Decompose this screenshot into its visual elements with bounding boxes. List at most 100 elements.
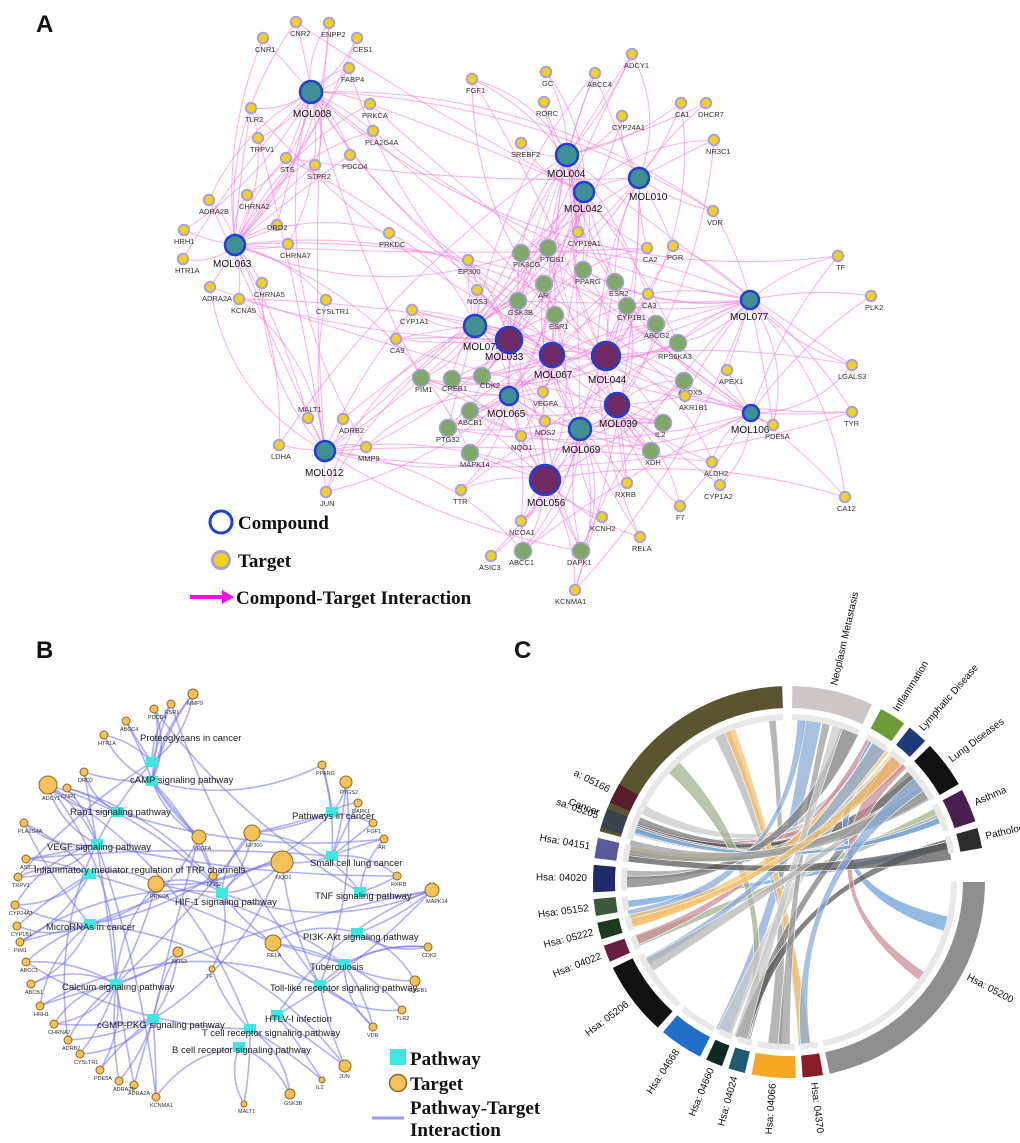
target-node-b [187, 688, 199, 700]
target-node [766, 418, 780, 432]
pathway-target-edge [19, 923, 91, 943]
interaction-edge [474, 53, 633, 327]
interaction-edge [749, 299, 774, 426]
compound-label: MOL039 [599, 419, 638, 430]
target-node [289, 15, 303, 29]
inner-ring [905, 765, 935, 801]
target-label: ALDH2 [704, 469, 728, 478]
target-label: AR [538, 291, 549, 300]
target-node-b [129, 1080, 139, 1090]
compound-label: MOL033 [485, 352, 524, 363]
target-node [411, 368, 431, 388]
target-label: NR3C1 [706, 147, 731, 156]
interaction-edge [420, 377, 546, 481]
target-label: KCNMA1 [555, 597, 586, 606]
target-node [470, 283, 484, 297]
target-node [536, 385, 550, 399]
disease-arc [870, 708, 905, 742]
pathway-target-edge [155, 1046, 240, 1098]
target-node [538, 414, 552, 428]
target-label: S1PR2 [307, 172, 331, 181]
pathway-target-edge [319, 781, 350, 986]
legend-compound-label: Compound [238, 513, 329, 534]
target-node-b [166, 699, 176, 709]
interaction-edge [544, 468, 846, 498]
target-node-b [284, 1088, 296, 1100]
pathway-node [354, 887, 366, 897]
legend-arrow-icon [222, 590, 234, 604]
pathway-target-edge [14, 873, 91, 906]
interaction-edge [234, 244, 327, 301]
target-label: CHRNA7 [280, 251, 311, 260]
compound-label: MOL074 [463, 342, 502, 353]
chord-label: Hsa: 04660 [687, 1066, 717, 1118]
pathway-target-edge [276, 1014, 323, 1081]
interaction-edge [471, 78, 607, 357]
compound-node [494, 325, 524, 355]
target-node-b [208, 965, 216, 973]
target-node [342, 61, 356, 75]
interaction-edge [647, 290, 751, 301]
inner-ring [791, 714, 860, 736]
pathway-node [146, 757, 158, 767]
target-node [460, 443, 480, 463]
chord-label: Hsa: 04668 [645, 1047, 683, 1096]
target-label-b: NOS3 [172, 959, 187, 965]
interaction-edge [285, 157, 618, 406]
interaction-edge [566, 154, 774, 426]
target-label: ESR2 [609, 289, 629, 298]
target-node [666, 239, 680, 253]
interaction-edge [582, 269, 751, 304]
interaction-edge [234, 107, 252, 246]
target-node [389, 332, 403, 346]
interaction-edge [474, 177, 640, 327]
pathway-target-edge [25, 923, 91, 963]
target-label: CYP24A1 [612, 123, 645, 132]
interaction-edge [566, 154, 657, 325]
target-node [620, 476, 634, 490]
panel-b-edges [14, 693, 433, 1105]
interaction-edge [285, 157, 640, 181]
pathway-node [326, 807, 338, 817]
pathway-arc [609, 784, 639, 812]
pathway-target-edge [115, 883, 157, 985]
pathway-target-edge [39, 923, 91, 1007]
pathway-node [314, 980, 326, 990]
legend-target-label: Target [238, 551, 292, 572]
interaction-edge [234, 103, 371, 246]
pathway-target-edge [152, 951, 179, 1020]
target-node-b [99, 730, 109, 740]
chord-label: Hsa: 04024 [716, 1075, 740, 1128]
pathway-target-edge [221, 889, 433, 914]
interaction-edge [626, 305, 752, 414]
pathway-target-edge [152, 951, 179, 1020]
interaction-edge [324, 450, 582, 552]
target-node [539, 65, 553, 79]
interaction-edge [508, 339, 652, 452]
target-label: FABP4 [341, 75, 364, 84]
pathway-target-edge [249, 1028, 323, 1081]
pathway-target-edge [319, 984, 403, 1012]
target-label: CES1 [353, 45, 373, 54]
compound-node [538, 341, 566, 369]
target-label: ADCY1 [624, 61, 649, 70]
interaction-edge [324, 309, 413, 452]
pathway-label: VEGF signaling pathway [47, 842, 151, 853]
target-node [270, 218, 284, 232]
target-label-b: PLA2G4A [18, 829, 43, 835]
compound-label: MOL063 [213, 259, 252, 270]
target-node [625, 47, 639, 61]
target-node-b [147, 875, 165, 893]
interaction-edge [522, 428, 581, 552]
pathway-target-edge [17, 843, 98, 878]
chord-label: Hsa: 05206 [584, 999, 632, 1039]
target-node [336, 412, 350, 426]
target-node [571, 225, 585, 239]
target-node [571, 541, 591, 561]
pathway-target-edge [19, 889, 223, 943]
interaction-edge [616, 404, 681, 507]
target-label: KCNA5 [231, 306, 256, 315]
target-label-b: RXRB [391, 882, 407, 888]
